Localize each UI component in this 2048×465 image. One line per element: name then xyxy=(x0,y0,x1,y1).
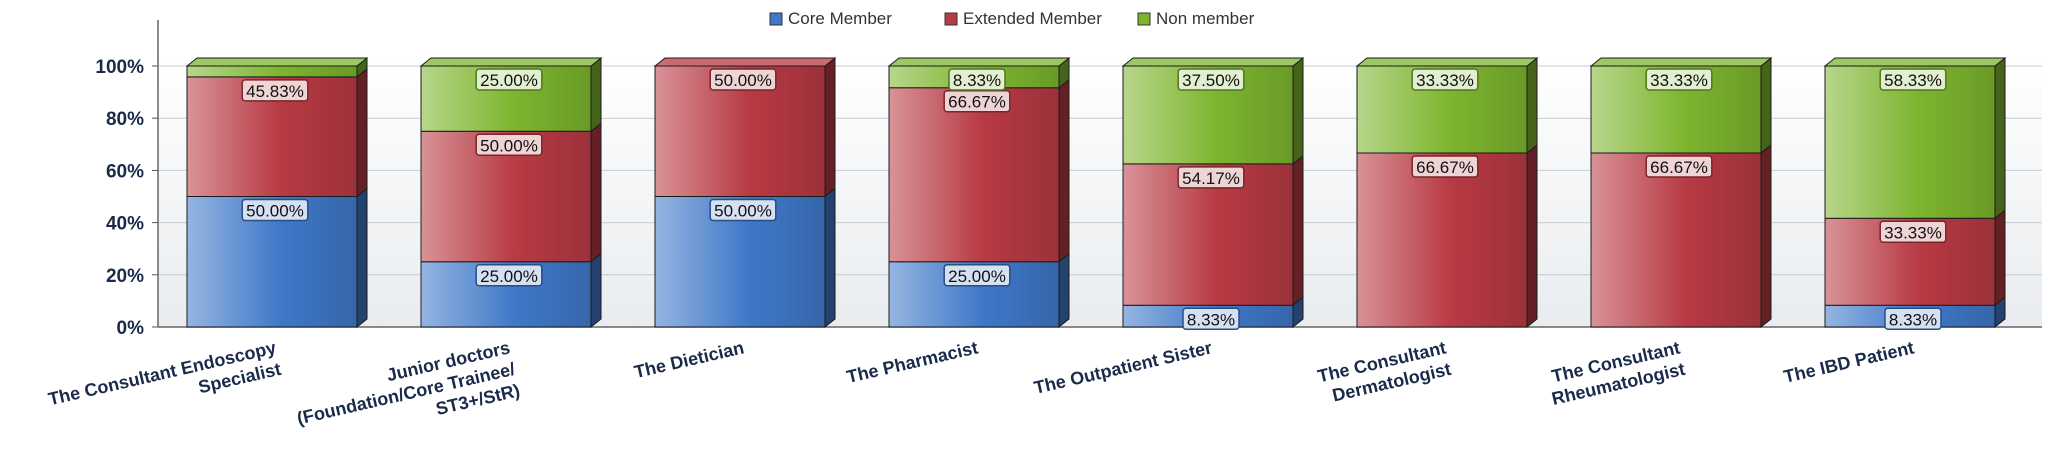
legend-label: Non member xyxy=(1156,9,1255,28)
data-label-box xyxy=(948,68,1006,91)
data-label: 50.00% xyxy=(246,202,304,221)
data-label-box xyxy=(1879,68,1947,91)
legend-swatch xyxy=(769,12,783,26)
data-label: 66.67% xyxy=(1650,158,1708,177)
bar-top xyxy=(653,57,837,67)
data-label-box xyxy=(1884,307,1942,331)
bar-top xyxy=(1823,57,2007,67)
data-label: 58.33% xyxy=(1884,71,1942,90)
bar-top xyxy=(1355,57,1539,67)
bar-side xyxy=(1526,56,1538,155)
y-tick-label: 100% xyxy=(95,57,144,78)
y-tick-label: 80% xyxy=(106,109,144,130)
data-label: 66.67% xyxy=(948,93,1006,112)
data-label: 25.00% xyxy=(480,71,538,90)
data-label-box xyxy=(475,133,543,156)
data-label: 25.00% xyxy=(948,267,1006,286)
legend-label: Core Member xyxy=(788,9,892,28)
bar-side xyxy=(356,67,368,198)
data-label: 54.17% xyxy=(1182,169,1240,188)
category-label: The Consultant EndoscopySpecialist xyxy=(46,337,282,430)
bar-side xyxy=(1994,56,2006,220)
legend: Core Member Extended Member Non member xyxy=(769,9,1255,28)
category-label-line: The IBD Patient xyxy=(1782,337,1916,386)
bar-side xyxy=(824,56,836,198)
y-tick-label: 20% xyxy=(106,266,144,287)
bar-top xyxy=(1121,57,1305,67)
category-label: Junior doctors(Foundation/Core Trainee/S… xyxy=(290,337,522,450)
data-label-box xyxy=(943,264,1011,287)
data-label-box xyxy=(1645,155,1713,178)
category-label: The ConsultantRheumatologist xyxy=(1545,337,1687,409)
bars xyxy=(185,56,2007,329)
y-tick-label: 0% xyxy=(117,318,145,339)
category-label-line: The Pharmacist xyxy=(845,337,980,387)
data-label: 8.33% xyxy=(1187,310,1235,329)
data-label-box xyxy=(709,198,777,222)
bar-side xyxy=(1292,56,1304,165)
y-tick-label: 40% xyxy=(106,214,144,235)
data-label-box xyxy=(241,79,309,102)
bar-side xyxy=(590,56,602,133)
legend-swatch xyxy=(1137,12,1151,26)
category-label: The Pharmacist xyxy=(845,337,980,387)
category-label: The ConsultantDermatologist xyxy=(1316,337,1453,407)
data-label-box xyxy=(1645,68,1713,91)
data-label-box xyxy=(1411,155,1479,178)
bar-side xyxy=(1994,209,2006,307)
data-label-box xyxy=(709,68,777,91)
data-label: 8.33% xyxy=(953,71,1001,90)
data-label: 33.33% xyxy=(1416,71,1474,90)
bar-top xyxy=(1589,57,1773,67)
bar-side xyxy=(1058,78,1070,263)
data-label: 33.33% xyxy=(1884,223,1942,242)
bar-top xyxy=(185,57,369,67)
data-labels: 50.00% 45.83% 25.00% 50.00% 25.00% 50.00% 50.0… xyxy=(241,68,1947,331)
bar-side xyxy=(1760,143,1772,329)
bar-side xyxy=(824,187,836,329)
category-label: The Dietician xyxy=(632,337,746,382)
data-label-box xyxy=(241,198,309,222)
data-label: 33.33% xyxy=(1650,71,1708,90)
data-label: 45.83% xyxy=(246,82,304,101)
bar-side xyxy=(590,252,602,329)
category-label: The IBD Patient xyxy=(1782,337,1916,386)
legend-label: Extended Member xyxy=(963,9,1102,28)
bar-top xyxy=(419,57,603,67)
bar-side xyxy=(356,187,368,329)
x-axis-labels: The Consultant EndoscopySpecialist Junior… xyxy=(46,337,1916,450)
bar-side xyxy=(1760,56,1772,155)
data-label-box xyxy=(1177,68,1245,91)
data-label-box xyxy=(475,68,543,91)
category-label: The Outpatient Sister xyxy=(1032,337,1214,397)
bar-side xyxy=(1058,252,1070,329)
bar-side xyxy=(590,122,602,263)
data-label-box xyxy=(1182,307,1240,331)
y-tick-label: 60% xyxy=(106,161,144,182)
data-label-box xyxy=(1411,68,1479,91)
bar-segment xyxy=(186,65,358,78)
data-label: 25.00% xyxy=(480,267,538,286)
data-label: 50.00% xyxy=(480,136,538,155)
bar-side xyxy=(1526,143,1538,329)
data-label-box xyxy=(1879,220,1947,244)
bar-top xyxy=(887,57,1071,67)
bar-segment xyxy=(1356,152,1528,328)
data-label: 37.50% xyxy=(1182,71,1240,90)
category-label-line: The Outpatient Sister xyxy=(1032,337,1214,397)
bar-segment xyxy=(1590,152,1762,328)
data-label: 66.67% xyxy=(1416,158,1474,177)
category-label-line: The Dietician xyxy=(632,337,746,382)
legend-swatch xyxy=(944,12,958,26)
data-label-box xyxy=(1177,166,1245,189)
data-label: 8.33% xyxy=(1889,310,1937,329)
data-label: 50.00% xyxy=(714,202,772,221)
data-label: 50.00% xyxy=(714,71,772,90)
bar-segment xyxy=(888,87,1060,263)
bar-side xyxy=(1292,154,1304,307)
data-label-box xyxy=(475,264,543,287)
